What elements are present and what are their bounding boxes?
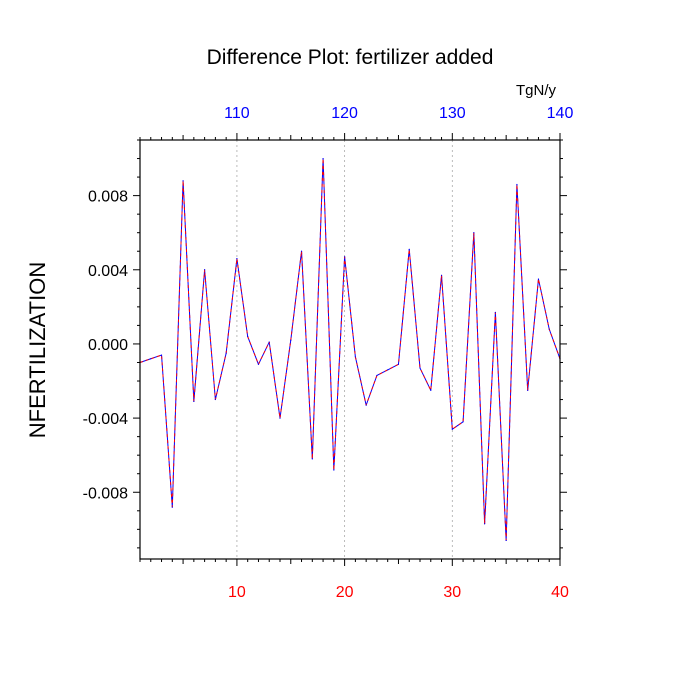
data-point <box>473 232 475 234</box>
axis-ticks <box>133 133 567 566</box>
plot-frame <box>139 139 561 560</box>
data-point <box>268 341 270 343</box>
y-tick-label: 0.000 <box>88 337 128 354</box>
series-layer <box>139 157 561 542</box>
chart-title: Difference Plot: fertilizer added <box>207 46 494 69</box>
data-point <box>193 400 195 403</box>
data-point <box>204 269 206 271</box>
data-point <box>440 274 443 276</box>
data-point <box>257 363 260 365</box>
data-point <box>430 389 432 391</box>
y-axis-label: NFERTILIZATION <box>25 262 50 438</box>
x-tick-label-top: 110 <box>224 105 250 122</box>
data-point <box>279 417 281 419</box>
data-point <box>247 335 249 338</box>
x-tick-label-bottom: 20 <box>336 584 354 601</box>
data-point <box>527 389 529 391</box>
data-point <box>451 428 453 430</box>
y-tick-label: -0.008 <box>83 485 128 502</box>
series-line-overlay <box>139 158 561 541</box>
x-tick-label-top: 130 <box>439 105 466 122</box>
y-tick-label: -0.004 <box>83 411 128 428</box>
top-axis-units: TgN/y <box>516 82 557 99</box>
data-point <box>150 358 152 360</box>
data-point <box>408 248 410 250</box>
data-point <box>182 180 184 182</box>
data-point <box>537 278 540 280</box>
grid-lines <box>236 140 453 559</box>
data-point <box>548 328 550 330</box>
data-point <box>300 250 303 252</box>
data-point <box>171 506 173 508</box>
data-point <box>376 374 378 377</box>
data-point <box>484 523 486 525</box>
data-point <box>225 352 227 354</box>
x-tick-label-bottom: 40 <box>551 584 569 601</box>
tick-labels: 10 20 30 40 110 120 130 140 -0.008 -0.004 0.000 0.0… <box>83 105 574 601</box>
data-point <box>322 157 324 160</box>
data-point <box>387 369 389 371</box>
data-point <box>344 256 346 258</box>
data-point <box>494 311 496 314</box>
data-point <box>214 398 216 401</box>
data-point <box>505 539 507 542</box>
data-point <box>419 367 421 369</box>
y-tick-label: 0.004 <box>88 263 128 280</box>
data-point <box>365 404 367 406</box>
data-point <box>311 458 313 460</box>
x-tick-label-top: 140 <box>547 105 574 122</box>
x-tick-label-bottom: 10 <box>228 584 246 601</box>
data-point <box>397 363 400 365</box>
data-point <box>333 469 335 471</box>
x-tick-label-top: 120 <box>331 105 358 122</box>
data-point <box>462 421 464 423</box>
data-point <box>354 356 356 358</box>
data-point <box>160 354 163 356</box>
data-point <box>236 258 238 260</box>
y-tick-label: 0.008 <box>88 189 128 206</box>
data-point <box>516 183 518 186</box>
data-point <box>290 339 292 341</box>
x-tick-label-bottom: 30 <box>443 584 461 601</box>
